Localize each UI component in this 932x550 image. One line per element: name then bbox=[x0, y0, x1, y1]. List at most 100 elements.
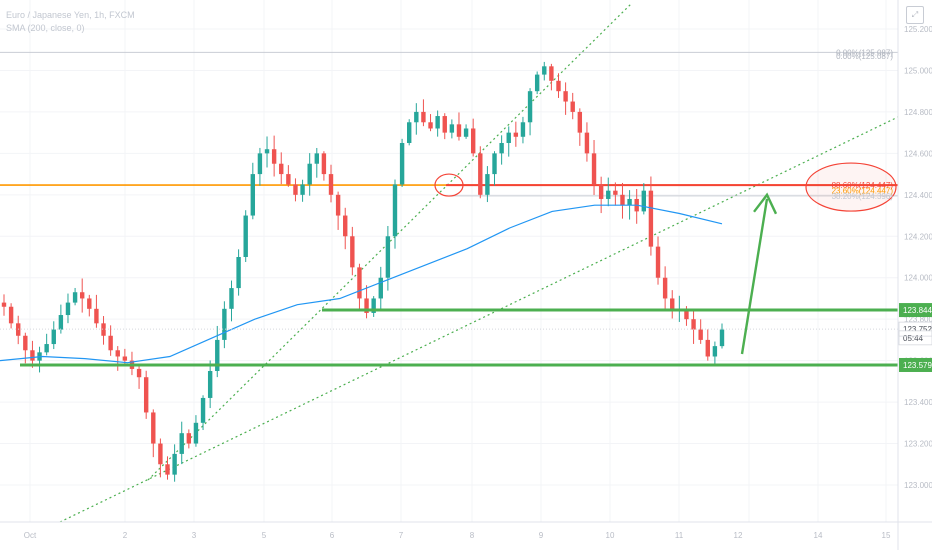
candle-body bbox=[513, 132, 519, 137]
candle-body bbox=[456, 124, 462, 137]
candles-group bbox=[1, 61, 725, 482]
candle-body bbox=[321, 153, 327, 175]
candle-body bbox=[520, 122, 526, 137]
y-tick-label: 124.200 bbox=[904, 232, 932, 241]
price-badge-last: 123.752 bbox=[903, 325, 932, 334]
candle-body bbox=[350, 236, 355, 268]
price-badge-lower-bg bbox=[899, 357, 932, 372]
candle-body bbox=[563, 91, 568, 102]
candle-body bbox=[478, 153, 483, 195]
candle-body bbox=[492, 153, 497, 175]
candle-body bbox=[407, 122, 412, 143]
highlight-circle-small bbox=[434, 173, 464, 197]
y-tick-label: 123.200 bbox=[904, 440, 932, 449]
candle-body bbox=[385, 236, 391, 278]
candle-body bbox=[250, 174, 256, 216]
candle-body bbox=[151, 412, 156, 444]
y-tick-label: 123.800 bbox=[904, 315, 932, 324]
symbol-title[interactable]: Euro / Japanese Yen, 1h, FXCM bbox=[6, 10, 135, 20]
candle-body bbox=[23, 335, 28, 351]
candle-body bbox=[335, 194, 341, 216]
candle-body bbox=[428, 122, 433, 129]
y-tick-label: 125.000 bbox=[904, 66, 932, 75]
candle-body bbox=[72, 292, 78, 303]
candle-body bbox=[712, 346, 718, 357]
grid bbox=[0, 0, 898, 522]
candle-body bbox=[257, 153, 263, 175]
candle-body bbox=[122, 356, 128, 361]
candle-body bbox=[193, 422, 199, 444]
sma-200-line bbox=[0, 204, 723, 364]
candle-body bbox=[684, 308, 689, 320]
price-badge-upper: 123.844 bbox=[903, 306, 932, 315]
candle-body bbox=[293, 184, 298, 195]
candle-body bbox=[108, 335, 113, 351]
drawing-layer bbox=[0, 2, 899, 523]
candle-body bbox=[279, 163, 284, 175]
candle-body bbox=[670, 298, 675, 311]
candle-body bbox=[627, 198, 632, 206]
x-tick-label: 15 bbox=[882, 531, 891, 540]
chart-legend: Euro / Japanese Yen, 1h, FXCM SMA (200, … bbox=[6, 9, 135, 35]
candle-body bbox=[314, 153, 319, 164]
candle-body bbox=[556, 80, 561, 92]
candle-body bbox=[655, 246, 661, 278]
y-tick-label: 124.600 bbox=[904, 149, 932, 158]
time-axis[interactable]: Oct 2 3 5 6 7 8 9 10 11 12 14 15 bbox=[0, 521, 932, 540]
candle-body bbox=[719, 329, 725, 347]
candle-body bbox=[470, 128, 476, 154]
candle-body bbox=[570, 101, 575, 112]
x-tick-label: 8 bbox=[470, 531, 475, 540]
candle-body bbox=[58, 315, 64, 330]
candle-body bbox=[65, 302, 71, 316]
candle-body bbox=[620, 194, 625, 206]
candle-body bbox=[44, 344, 49, 353]
fib-label: 23.60%(124.447) bbox=[832, 187, 894, 196]
projection-arrow-shaft bbox=[740, 198, 769, 355]
candle-body bbox=[200, 397, 206, 423]
indicator-label[interactable]: SMA (200, close, 0) bbox=[6, 23, 85, 33]
annotation-layer: 0.00%(125.087)0.00%(125.087) 88.60%(124.4… bbox=[0, 48, 898, 367]
fullscreen-icon[interactable]: ⤢ bbox=[906, 6, 924, 24]
x-tick-label: 12 bbox=[734, 531, 743, 540]
candle-body bbox=[421, 111, 426, 123]
x-tick-label: 7 bbox=[399, 531, 404, 540]
candle-body bbox=[286, 174, 291, 185]
candle-body bbox=[499, 143, 504, 154]
candle-body bbox=[179, 433, 184, 454]
candle-body bbox=[591, 153, 597, 185]
candle-body bbox=[207, 371, 213, 398]
candle-body bbox=[165, 464, 170, 475]
y-tick-label: 125.200 bbox=[904, 25, 932, 34]
candle-body bbox=[271, 149, 277, 164]
candle-body bbox=[698, 329, 703, 340]
fib-label: 0.00%(125.087) bbox=[836, 52, 893, 61]
x-tick-label: 5 bbox=[262, 531, 267, 540]
price-axis[interactable]: 125.200 125.000 124.800 124.600 124.400 124.2… bbox=[897, 0, 932, 550]
candle-body bbox=[215, 339, 220, 371]
x-tick-label: 14 bbox=[814, 531, 823, 540]
candle-body bbox=[598, 184, 604, 199]
y-tick-label: 123.400 bbox=[904, 398, 932, 407]
candle-body bbox=[691, 319, 696, 330]
candle-body bbox=[136, 368, 142, 378]
countdown-badge-bg bbox=[899, 330, 932, 345]
candle-body bbox=[506, 132, 511, 143]
candle-body bbox=[172, 453, 177, 475]
candle-body bbox=[542, 66, 547, 75]
y-tick-label: 124.400 bbox=[904, 191, 932, 200]
price-badge-lower: 123.579 bbox=[903, 361, 932, 370]
projection-arrow-head bbox=[753, 192, 778, 215]
candle-body bbox=[243, 215, 248, 257]
candle-body bbox=[449, 124, 455, 133]
x-tick-label: 3 bbox=[192, 531, 197, 540]
candle-body bbox=[30, 350, 35, 361]
x-tick-label: 6 bbox=[330, 531, 335, 540]
candle-body bbox=[1, 302, 7, 307]
candle-body bbox=[143, 377, 149, 413]
fib-label: 38.20%(124.396) bbox=[832, 192, 894, 201]
candle-body bbox=[328, 174, 334, 195]
candle-body bbox=[378, 277, 383, 299]
candle-body bbox=[307, 163, 312, 185]
